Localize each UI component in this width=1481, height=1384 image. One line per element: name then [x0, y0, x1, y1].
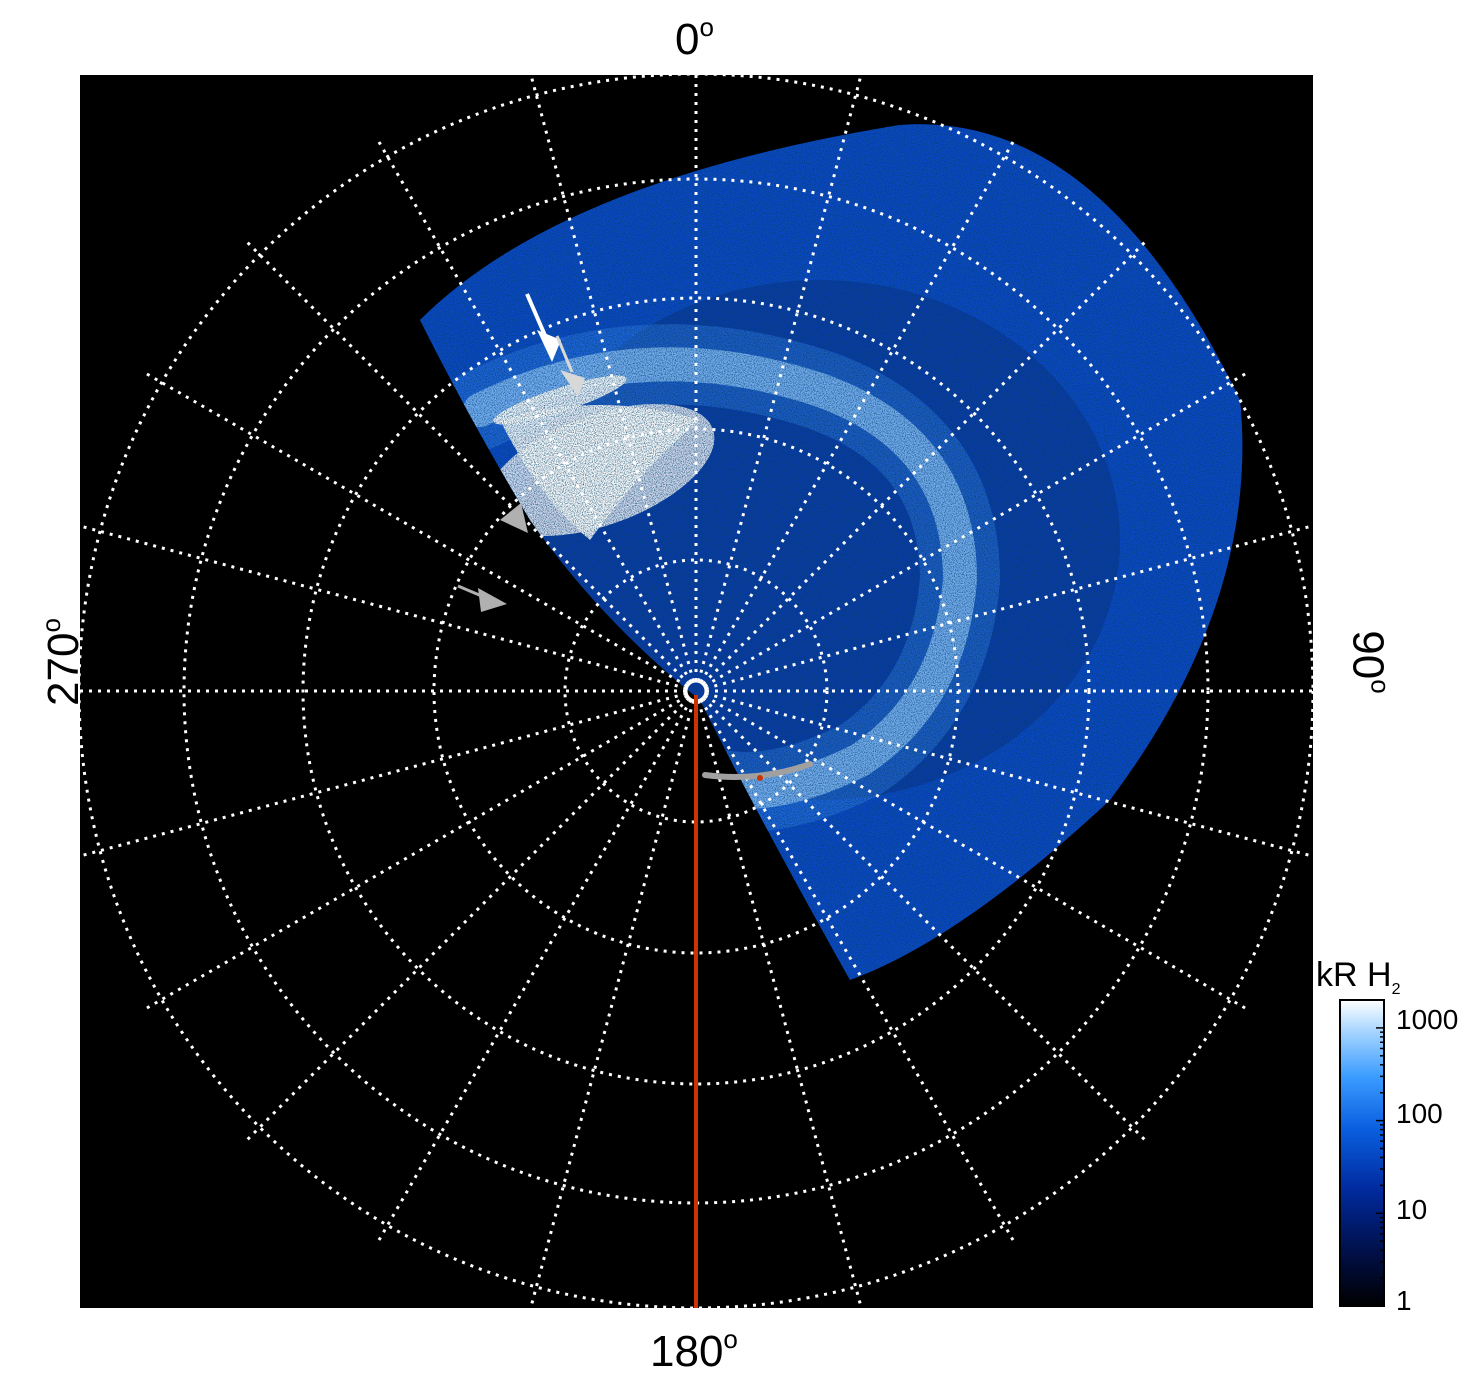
meridian-spoke [140, 369, 689, 688]
meridian-spoke [140, 694, 689, 1013]
annotation-arrows [457, 293, 585, 612]
colorbar-tick-100: 100 [1396, 1098, 1443, 1129]
colorbar-tick-10: 10 [1396, 1194, 1428, 1225]
meridian-spoke [702, 237, 1150, 685]
meridian-spoke [699, 698, 1018, 1247]
meridian-spoke [703, 694, 1252, 1013]
gray-arrow-lower [478, 588, 507, 612]
meridian-spoke [242, 697, 690, 1145]
meridian-spoke [374, 135, 693, 684]
colorbar-tick-1: 1 [1396, 1285, 1412, 1316]
meridian-spoke [697, 700, 863, 1308]
colorbar-scale [1339, 999, 1385, 1307]
meridian-spoke [703, 369, 1252, 688]
meridian-spoke [529, 700, 695, 1308]
lightgray-arrow-head [560, 370, 585, 396]
azimuth-label-bottom: 180o [650, 1324, 738, 1376]
meridian-spoke [80, 524, 687, 690]
azimuth-label-top: 0o [675, 12, 714, 64]
colorbar-tick-1000: 1000 [1396, 1004, 1459, 1035]
meridian-spoke [529, 75, 695, 682]
white-arrow-head [537, 330, 561, 362]
meridian-spoke [702, 697, 1150, 1145]
footprint-marker [757, 775, 763, 781]
meridian-spoke [699, 135, 1018, 684]
meridian-spoke [242, 237, 690, 685]
azimuth-label-right: 90o [1343, 630, 1396, 694]
meridian-spoke [697, 75, 863, 682]
meridian-spoke [705, 692, 1313, 858]
colorbar [1339, 999, 1385, 1307]
longitude-grid [80, 75, 1313, 1308]
meridian-spoke [705, 524, 1313, 690]
meridian-spoke [374, 698, 693, 1247]
gray-arrow-upper [500, 503, 528, 533]
azimuth-label-left: 270o [35, 618, 88, 706]
colorbar-title: kR H2 [1316, 956, 1401, 998]
meridian-spoke [80, 692, 687, 858]
